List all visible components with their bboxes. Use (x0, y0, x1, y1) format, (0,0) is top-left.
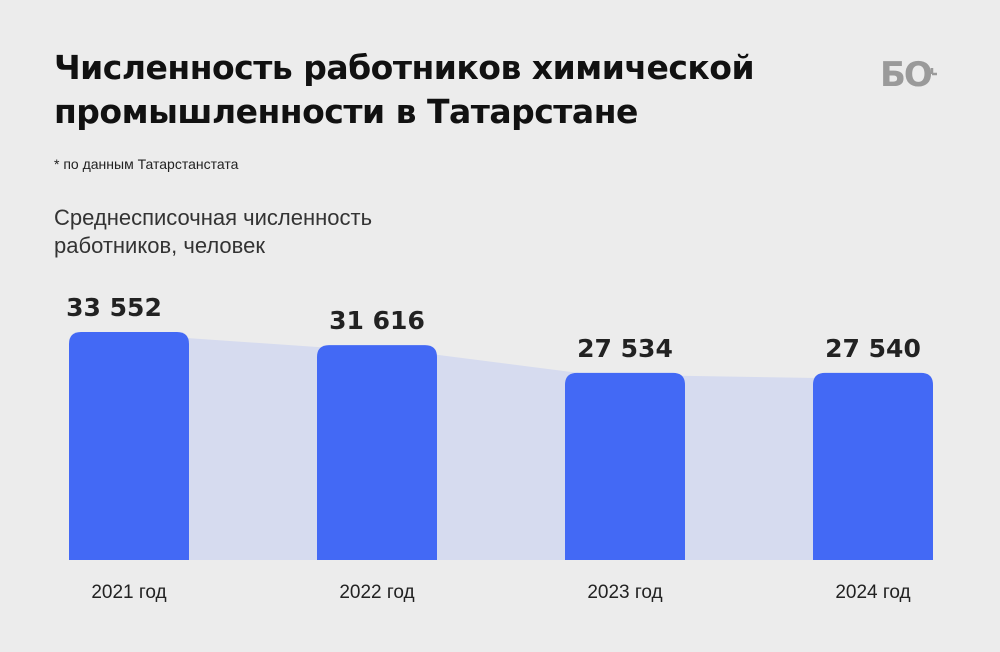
category-label: 2022 год (339, 582, 414, 603)
bar (69, 332, 189, 560)
bar-value-label: 27 540 (825, 334, 921, 363)
bar-value-label: 33 552 (66, 293, 162, 322)
chart-subtitle: Среднесписочная численность работников, … (54, 205, 373, 258)
bar (813, 372, 933, 560)
chart-title: Численность работников химической промыш… (54, 48, 755, 131)
category-label: 2024 год (835, 582, 910, 603)
category-label: 2023 год (587, 582, 662, 603)
bar-value-label: 27 534 (577, 334, 673, 363)
source-footnote: * по данным Татарстанстата (54, 156, 239, 172)
clock-icon (930, 68, 937, 76)
category-label: 2021 год (91, 582, 166, 603)
logo-text: БО (880, 55, 932, 92)
connector-area (129, 334, 377, 560)
logo: БО (880, 55, 937, 92)
bar (317, 345, 437, 560)
connector-area (377, 347, 625, 560)
bar-value-label: 31 616 (329, 306, 425, 335)
connector-area (625, 374, 873, 560)
bar (565, 372, 685, 560)
